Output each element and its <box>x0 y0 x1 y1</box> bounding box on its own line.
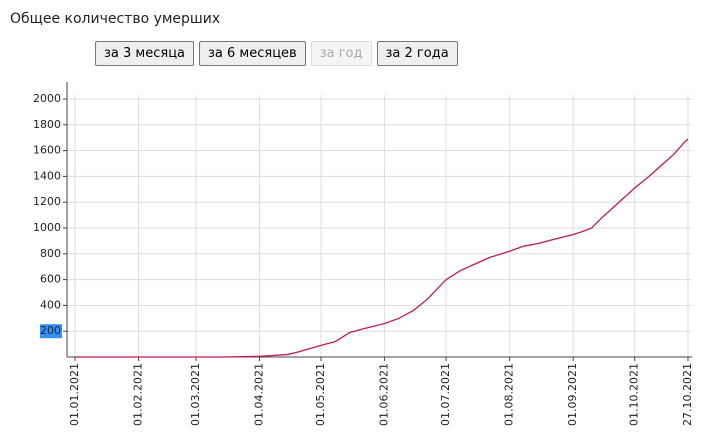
x-tick-label: 01.10.2021 <box>628 363 641 426</box>
data-line <box>75 138 689 358</box>
y-tick-label: 200 <box>40 324 61 337</box>
x-tick-label: 01.03.2021 <box>189 363 202 426</box>
chart-title: Общее количество умерших <box>10 11 221 27</box>
button-bar: за 3 месяца за 6 месяцев за год за 2 года <box>95 41 458 66</box>
period-button: за год <box>310 41 372 66</box>
x-tick-label: 01.01.2021 <box>68 363 81 426</box>
x-tick-label: 01.04.2021 <box>253 363 266 426</box>
y-tick-label: 1400 <box>33 169 61 182</box>
x-tick-label: 01.02.2021 <box>132 363 145 426</box>
period-button[interactable]: за 3 месяца <box>95 41 195 66</box>
x-tick-label: 01.09.2021 <box>566 363 579 426</box>
x-tick-label: 01.08.2021 <box>503 363 516 426</box>
y-tick-label: 1600 <box>33 144 61 157</box>
y-tick-label: 1000 <box>33 221 61 234</box>
y-tick-label: 1800 <box>33 118 61 131</box>
period-button[interactable]: за 2 года <box>376 41 458 66</box>
y-tick-label: 400 <box>40 298 61 311</box>
x-tick-label: 27.10.2021 <box>681 363 694 426</box>
y-tick-label: 800 <box>40 247 61 260</box>
x-tick-label: 01.05.2021 <box>314 363 327 426</box>
y-tick-label: 1200 <box>33 195 61 208</box>
y-tick-label: 600 <box>40 273 61 286</box>
y-tick-label: 2000 <box>33 92 61 105</box>
x-tick-label: 01.07.2021 <box>439 363 452 426</box>
text-selection <box>40 324 62 339</box>
period-button[interactable]: за 6 месяцев <box>199 41 306 66</box>
x-tick-label: 01.06.2021 <box>378 363 391 426</box>
